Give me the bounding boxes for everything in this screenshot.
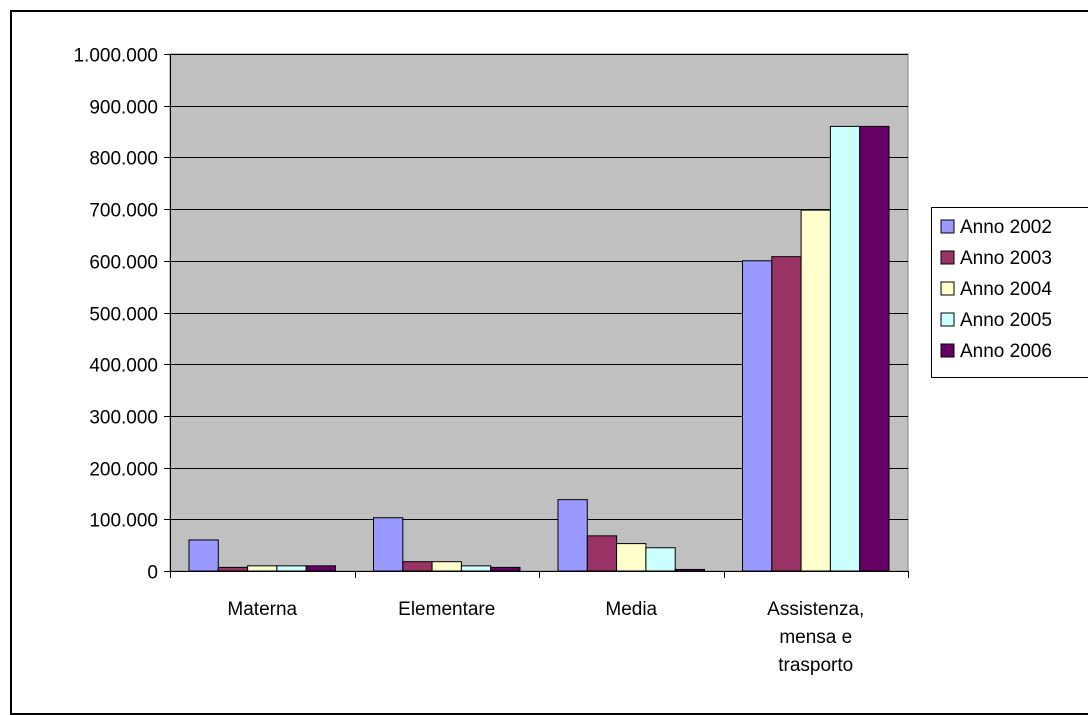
- bar: [189, 540, 218, 571]
- legend-swatch: [941, 313, 954, 326]
- bar: [801, 210, 830, 571]
- bar: [587, 536, 616, 571]
- bar: [830, 126, 859, 571]
- bar: [248, 566, 277, 571]
- bar: [772, 257, 801, 571]
- legend-swatch: [941, 282, 954, 295]
- legend-label: Anno 2004: [960, 279, 1052, 300]
- bar: [461, 566, 490, 571]
- bar: [646, 548, 675, 571]
- x-tick-label-line: Materna: [227, 599, 297, 620]
- y-tick-label: 200.000: [89, 460, 158, 481]
- x-tick-label-line: Media: [605, 599, 657, 620]
- y-tick-label: 800.000: [89, 149, 158, 170]
- x-tick-label: Assistenza, mensa e trasporto: [767, 599, 864, 676]
- bar: [306, 566, 335, 571]
- bar: [617, 544, 646, 571]
- y-tick-label: 300.000: [89, 408, 158, 429]
- bar: [432, 562, 461, 571]
- plot-area: [170, 54, 908, 571]
- bar: [374, 518, 403, 571]
- legend-swatch: [941, 344, 954, 357]
- x-tick-label: Materna: [227, 599, 297, 620]
- legend-label: Anno 2005: [960, 310, 1052, 331]
- bar: [218, 567, 247, 571]
- legend-swatch: [941, 220, 954, 233]
- x-tick-label: Elementare: [398, 599, 495, 620]
- y-tick-label: 900.000: [89, 98, 158, 119]
- legend-label: Anno 2003: [960, 248, 1052, 269]
- bar: [403, 562, 432, 571]
- y-tick-label: 0: [147, 563, 158, 584]
- y-tick-label: 400.000: [89, 356, 158, 377]
- y-tick-label: 100.000: [89, 511, 158, 532]
- legend-label: Anno 2006: [960, 341, 1052, 362]
- x-tick-label-line: trasporto: [778, 655, 853, 676]
- legend-swatch: [941, 251, 954, 264]
- bar: [743, 261, 772, 571]
- bar: [675, 569, 704, 571]
- x-tick-label: Media: [605, 599, 657, 620]
- y-tick-label: 500.000: [89, 305, 158, 326]
- bar: [860, 126, 889, 571]
- bar: [277, 566, 306, 571]
- bar: [491, 567, 520, 571]
- y-tick-label: 700.000: [89, 201, 158, 222]
- legend: Anno 2002 Anno 2003 Anno 2004 Anno 2005 Anno…: [932, 208, 1088, 378]
- y-tick-label: 1.000.000: [73, 46, 158, 67]
- bar: [558, 500, 587, 571]
- x-tick-label-line: Elementare: [398, 599, 495, 620]
- y-tick-label: 600.000: [89, 253, 158, 274]
- x-tick-label-line: mensa e: [779, 627, 852, 648]
- x-tick-label-line: Assistenza,: [767, 599, 864, 620]
- legend-label: Anno 2002: [960, 217, 1052, 238]
